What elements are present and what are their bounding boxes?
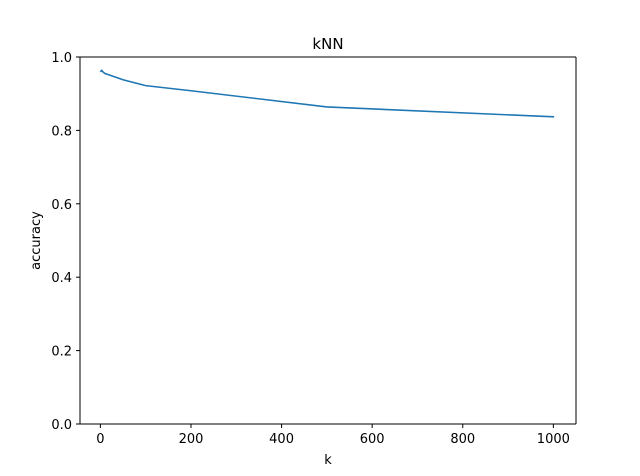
x-axis-label: k [324, 453, 332, 468]
series-layer [99, 69, 555, 118]
chart-title: kNN [312, 35, 343, 53]
y-tick-label: 0.6 [51, 198, 72, 213]
accuracy-line [99, 69, 555, 118]
y-tick-label: 1.0 [51, 51, 72, 66]
x-tick-label: 1000 [537, 432, 570, 447]
y-tick-label: 0.0 [51, 418, 72, 433]
x-axis-ticks: 0 200 400 600 800 1000 [96, 424, 570, 447]
y-axis-ticks: 0.0 0.2 0.4 0.6 0.8 1.0 [51, 51, 80, 433]
y-tick-label: 0.8 [51, 124, 72, 139]
axes-frame [79, 56, 577, 425]
x-tick-label: 0 [96, 432, 104, 447]
y-tick-label: 0.4 [51, 271, 72, 286]
x-tick-label: 800 [450, 432, 475, 447]
x-tick-label: 400 [269, 432, 294, 447]
x-tick-label: 600 [360, 432, 385, 447]
y-axis-label: accuracy [29, 211, 44, 270]
y-tick-label: 0.2 [51, 345, 72, 360]
plot-area [80, 57, 576, 424]
x-tick-label: 200 [179, 432, 204, 447]
